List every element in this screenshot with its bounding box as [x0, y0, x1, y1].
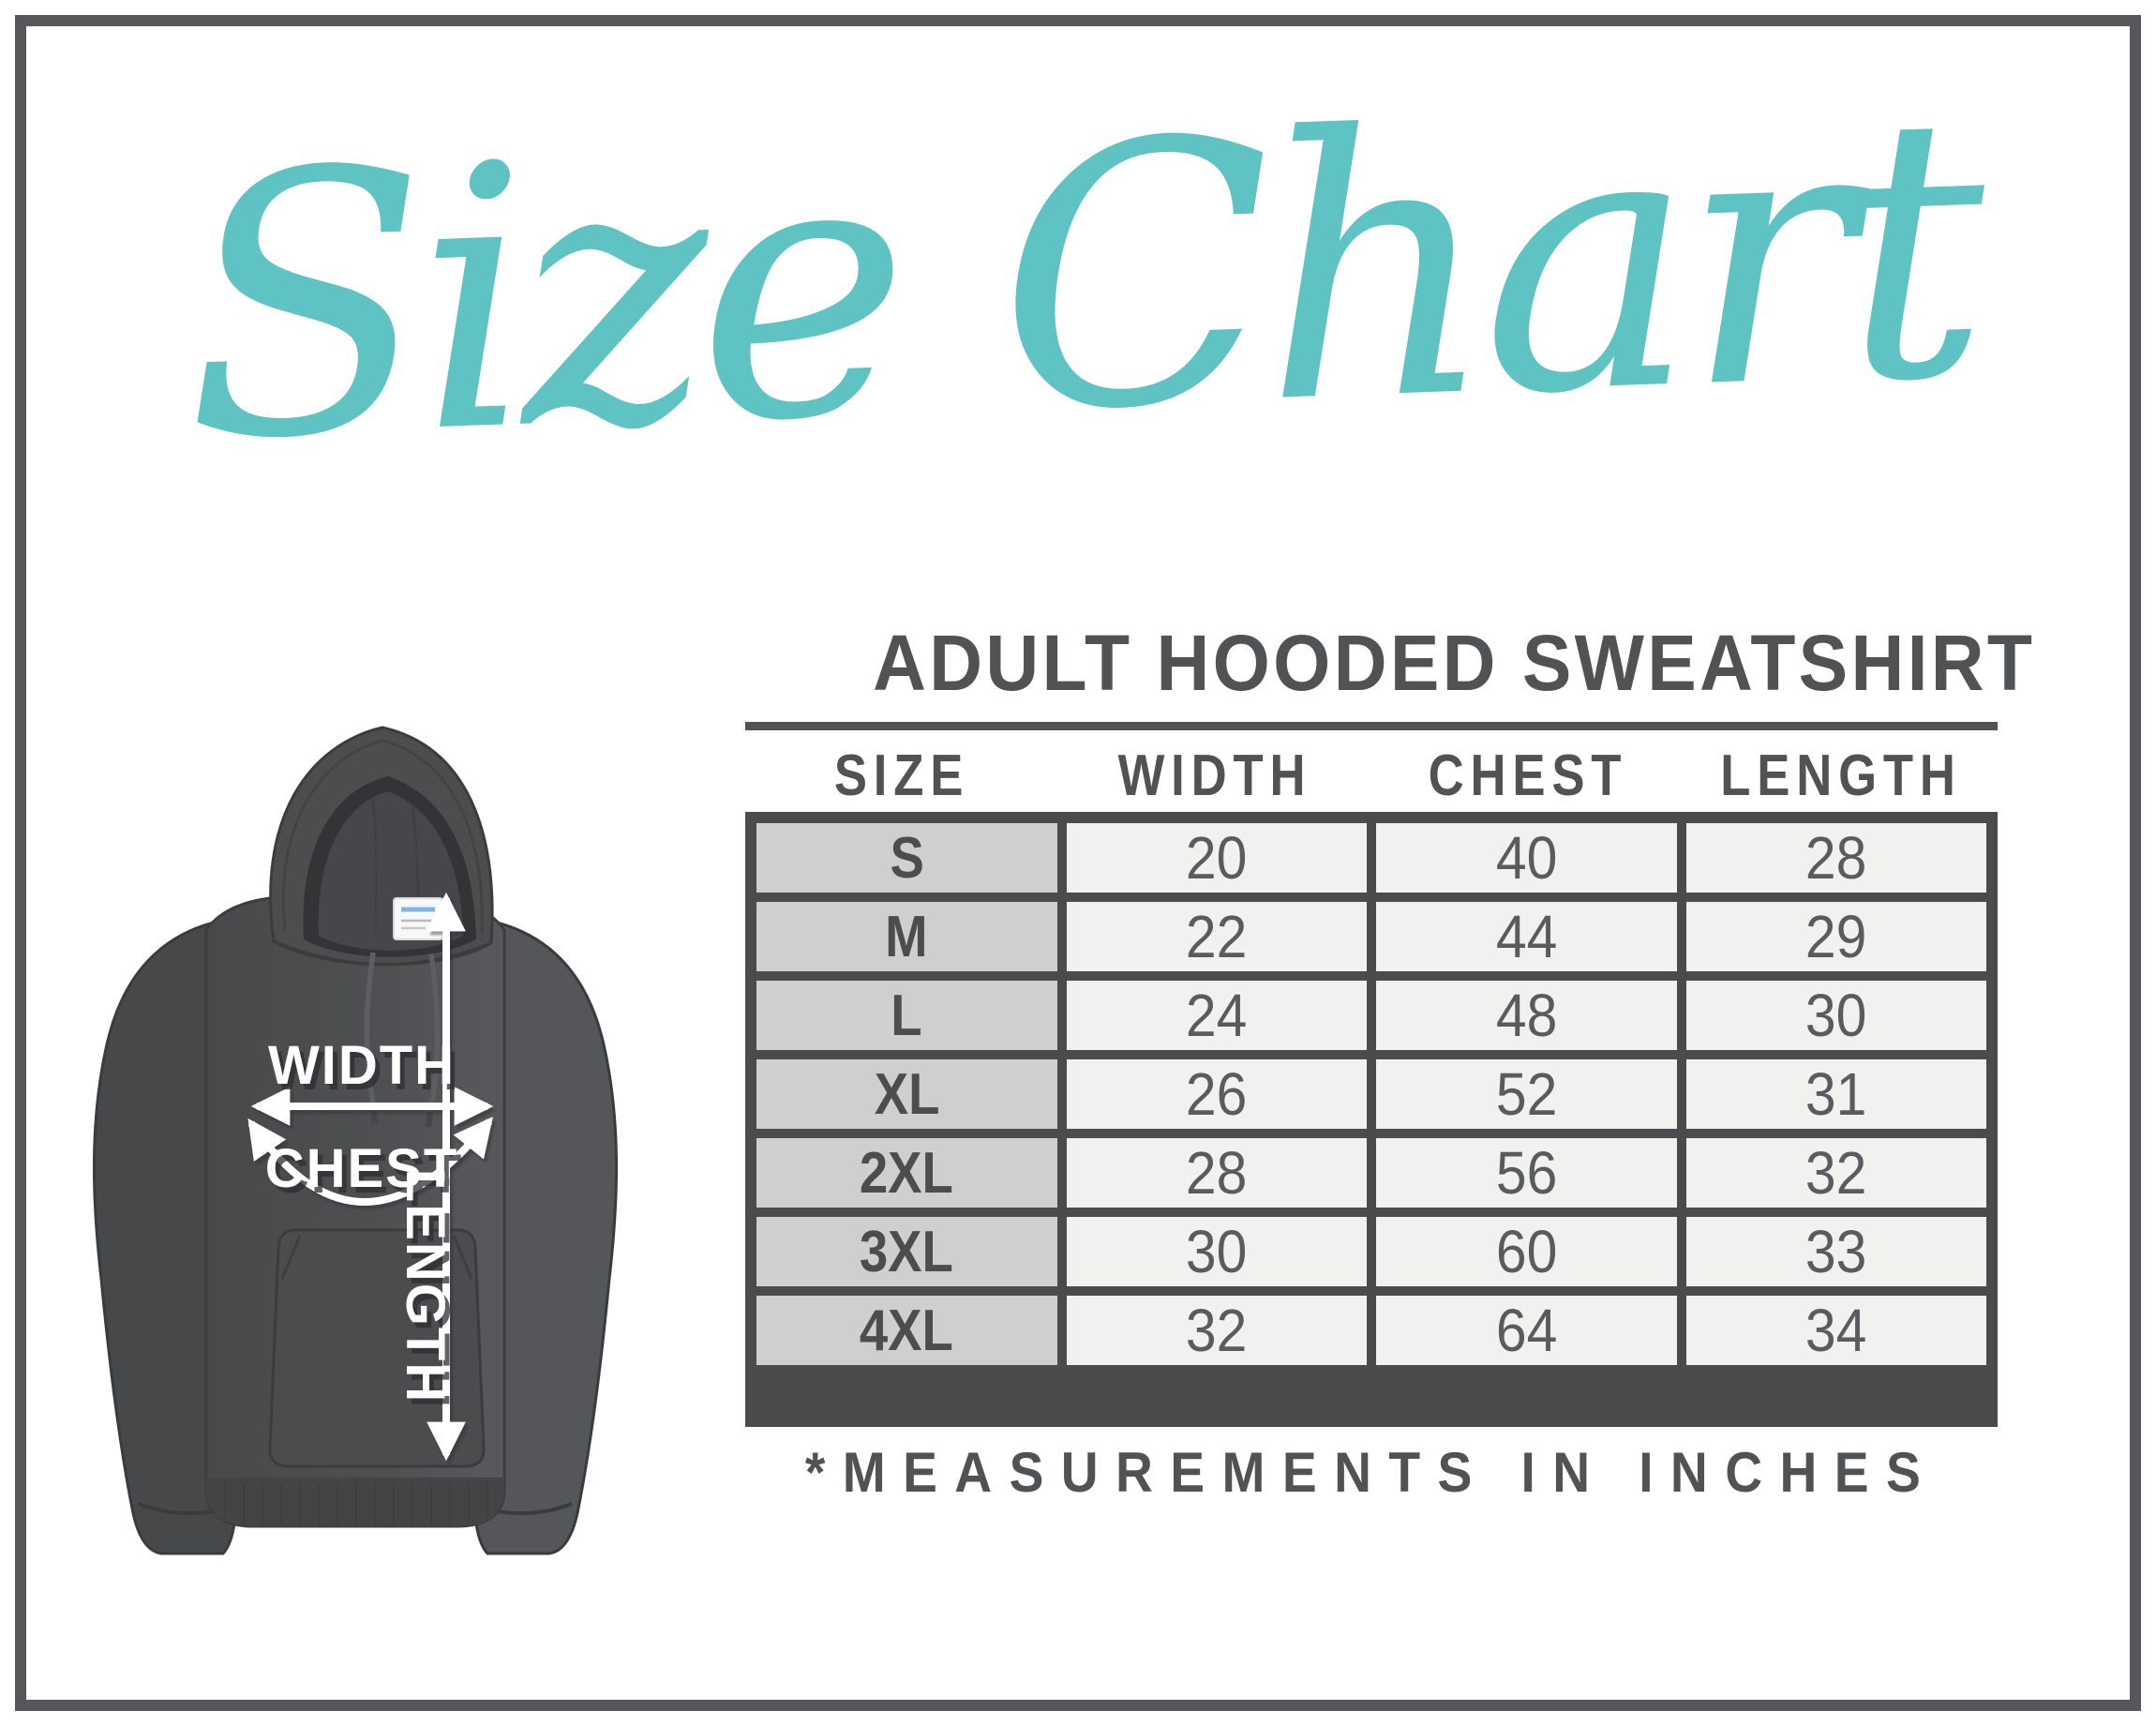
measurement-cell: 56 [1376, 1138, 1677, 1208]
size-label-cell: M [756, 902, 1057, 971]
size-label-cell: S [756, 823, 1057, 893]
size-label: L [891, 983, 922, 1048]
measurement-cell: 22 [1066, 902, 1367, 971]
hem-ribs [224, 1481, 488, 1525]
column-headers: SIZE WIDTH CHEST LENGTH [745, 743, 1998, 808]
measurement-value: 30 [1805, 982, 1867, 1049]
hoodie-illustration: WIDTH CHEST LENGTH [92, 726, 619, 1555]
column-header: CHEST [1428, 743, 1628, 808]
measurement-cell: 29 [1685, 902, 1986, 971]
measurement-cell: 26 [1066, 1059, 1367, 1129]
size-label: 3XL [860, 1219, 954, 1284]
measurement-cell: 33 [1685, 1217, 1986, 1286]
size-label-cell: L [756, 981, 1057, 1050]
hoodie-right-sleeve [472, 921, 619, 1555]
measurement-value: 20 [1186, 824, 1248, 892]
measurement-value: 32 [1186, 1297, 1248, 1364]
measurement-value: 34 [1805, 1297, 1867, 1364]
hem-band [206, 1478, 504, 1526]
size-label-cell: 2XL [756, 1138, 1057, 1208]
measurement-cell: 28 [1685, 823, 1986, 893]
measurement-value: 64 [1495, 1297, 1557, 1364]
measurement-cell: 20 [1066, 823, 1367, 893]
measurements-note: *MEASUREMENTS IN INCHES [804, 1441, 1939, 1504]
measurement-cell: 44 [1376, 902, 1677, 971]
measurement-value: 32 [1805, 1139, 1867, 1207]
measurement-cell: 30 [1066, 1217, 1367, 1286]
measurement-value: 56 [1495, 1139, 1557, 1207]
column-header: SIZE [833, 743, 970, 808]
measurement-cell: 32 [1685, 1138, 1986, 1208]
size-label: 2XL [860, 1140, 954, 1206]
hoodie-left-sleeve [92, 921, 238, 1555]
measurement-value: 60 [1495, 1218, 1557, 1285]
measurement-cell: 48 [1376, 981, 1677, 1050]
table-heading-text: ADULT HOODED SWEATSHIRT [873, 619, 2036, 708]
brand-tag [393, 897, 443, 940]
width-label: WIDTH [268, 1035, 456, 1096]
length-label: LENGTH [395, 1169, 456, 1403]
measurement-cell: 64 [1376, 1296, 1677, 1365]
size-label-cell: 4XL [756, 1296, 1057, 1365]
size-label: M [885, 904, 928, 969]
measurement-arrows [247, 892, 494, 1462]
page-title: Size Chart [175, 38, 1981, 521]
measurement-cell: 30 [1685, 981, 1986, 1050]
measurement-value: 30 [1186, 1218, 1248, 1285]
measurement-value: 29 [1805, 903, 1867, 970]
measurement-value: 22 [1186, 903, 1248, 970]
size-label-cell: XL [756, 1059, 1057, 1129]
measurement-cell: 60 [1376, 1217, 1677, 1286]
size-table-grid: S 20 40 28 M 22 44 29 L 24 48 30 XL 26 52 31 2XL 28 56 32 3X… [745, 812, 1998, 1427]
measurement-value: 28 [1805, 824, 1867, 892]
measurement-value: 26 [1186, 1060, 1248, 1128]
measurement-cell: 32 [1066, 1296, 1367, 1365]
measurement-cell: 28 [1066, 1138, 1367, 1208]
measurement-value: 44 [1495, 903, 1557, 970]
size-label: S [890, 825, 924, 891]
measurement-labels: WIDTH CHEST LENGTH [265, 1035, 459, 1403]
measurement-value: 48 [1495, 982, 1557, 1049]
size-label: XL [874, 1061, 940, 1127]
measurement-cell: 34 [1685, 1296, 1986, 1365]
measurement-cell: 24 [1066, 981, 1367, 1050]
measurement-value: 33 [1805, 1218, 1867, 1285]
measurement-cell: 40 [1376, 823, 1677, 893]
column-header: WIDTH [1117, 743, 1312, 808]
measurement-cell: 31 [1685, 1059, 1986, 1129]
measurement-value: 40 [1495, 824, 1557, 892]
measurement-value: 28 [1186, 1139, 1248, 1207]
hood-outer-fold [281, 739, 484, 935]
chest-label: CHEST [265, 1138, 459, 1199]
measurement-value: 52 [1495, 1060, 1557, 1128]
column-header: LENGTH [1720, 743, 1962, 808]
hoodie-diagram: WIDTH CHEST LENGTH [64, 705, 647, 1563]
size-label-cell: 3XL [756, 1217, 1057, 1286]
measurement-value: 31 [1805, 1060, 1867, 1128]
measurement-value: 24 [1186, 982, 1248, 1049]
measurement-cell: 52 [1376, 1059, 1677, 1129]
table-heading: ADULT HOODED SWEATSHIRT [745, 619, 2032, 730]
size-label: 4XL [860, 1298, 954, 1363]
